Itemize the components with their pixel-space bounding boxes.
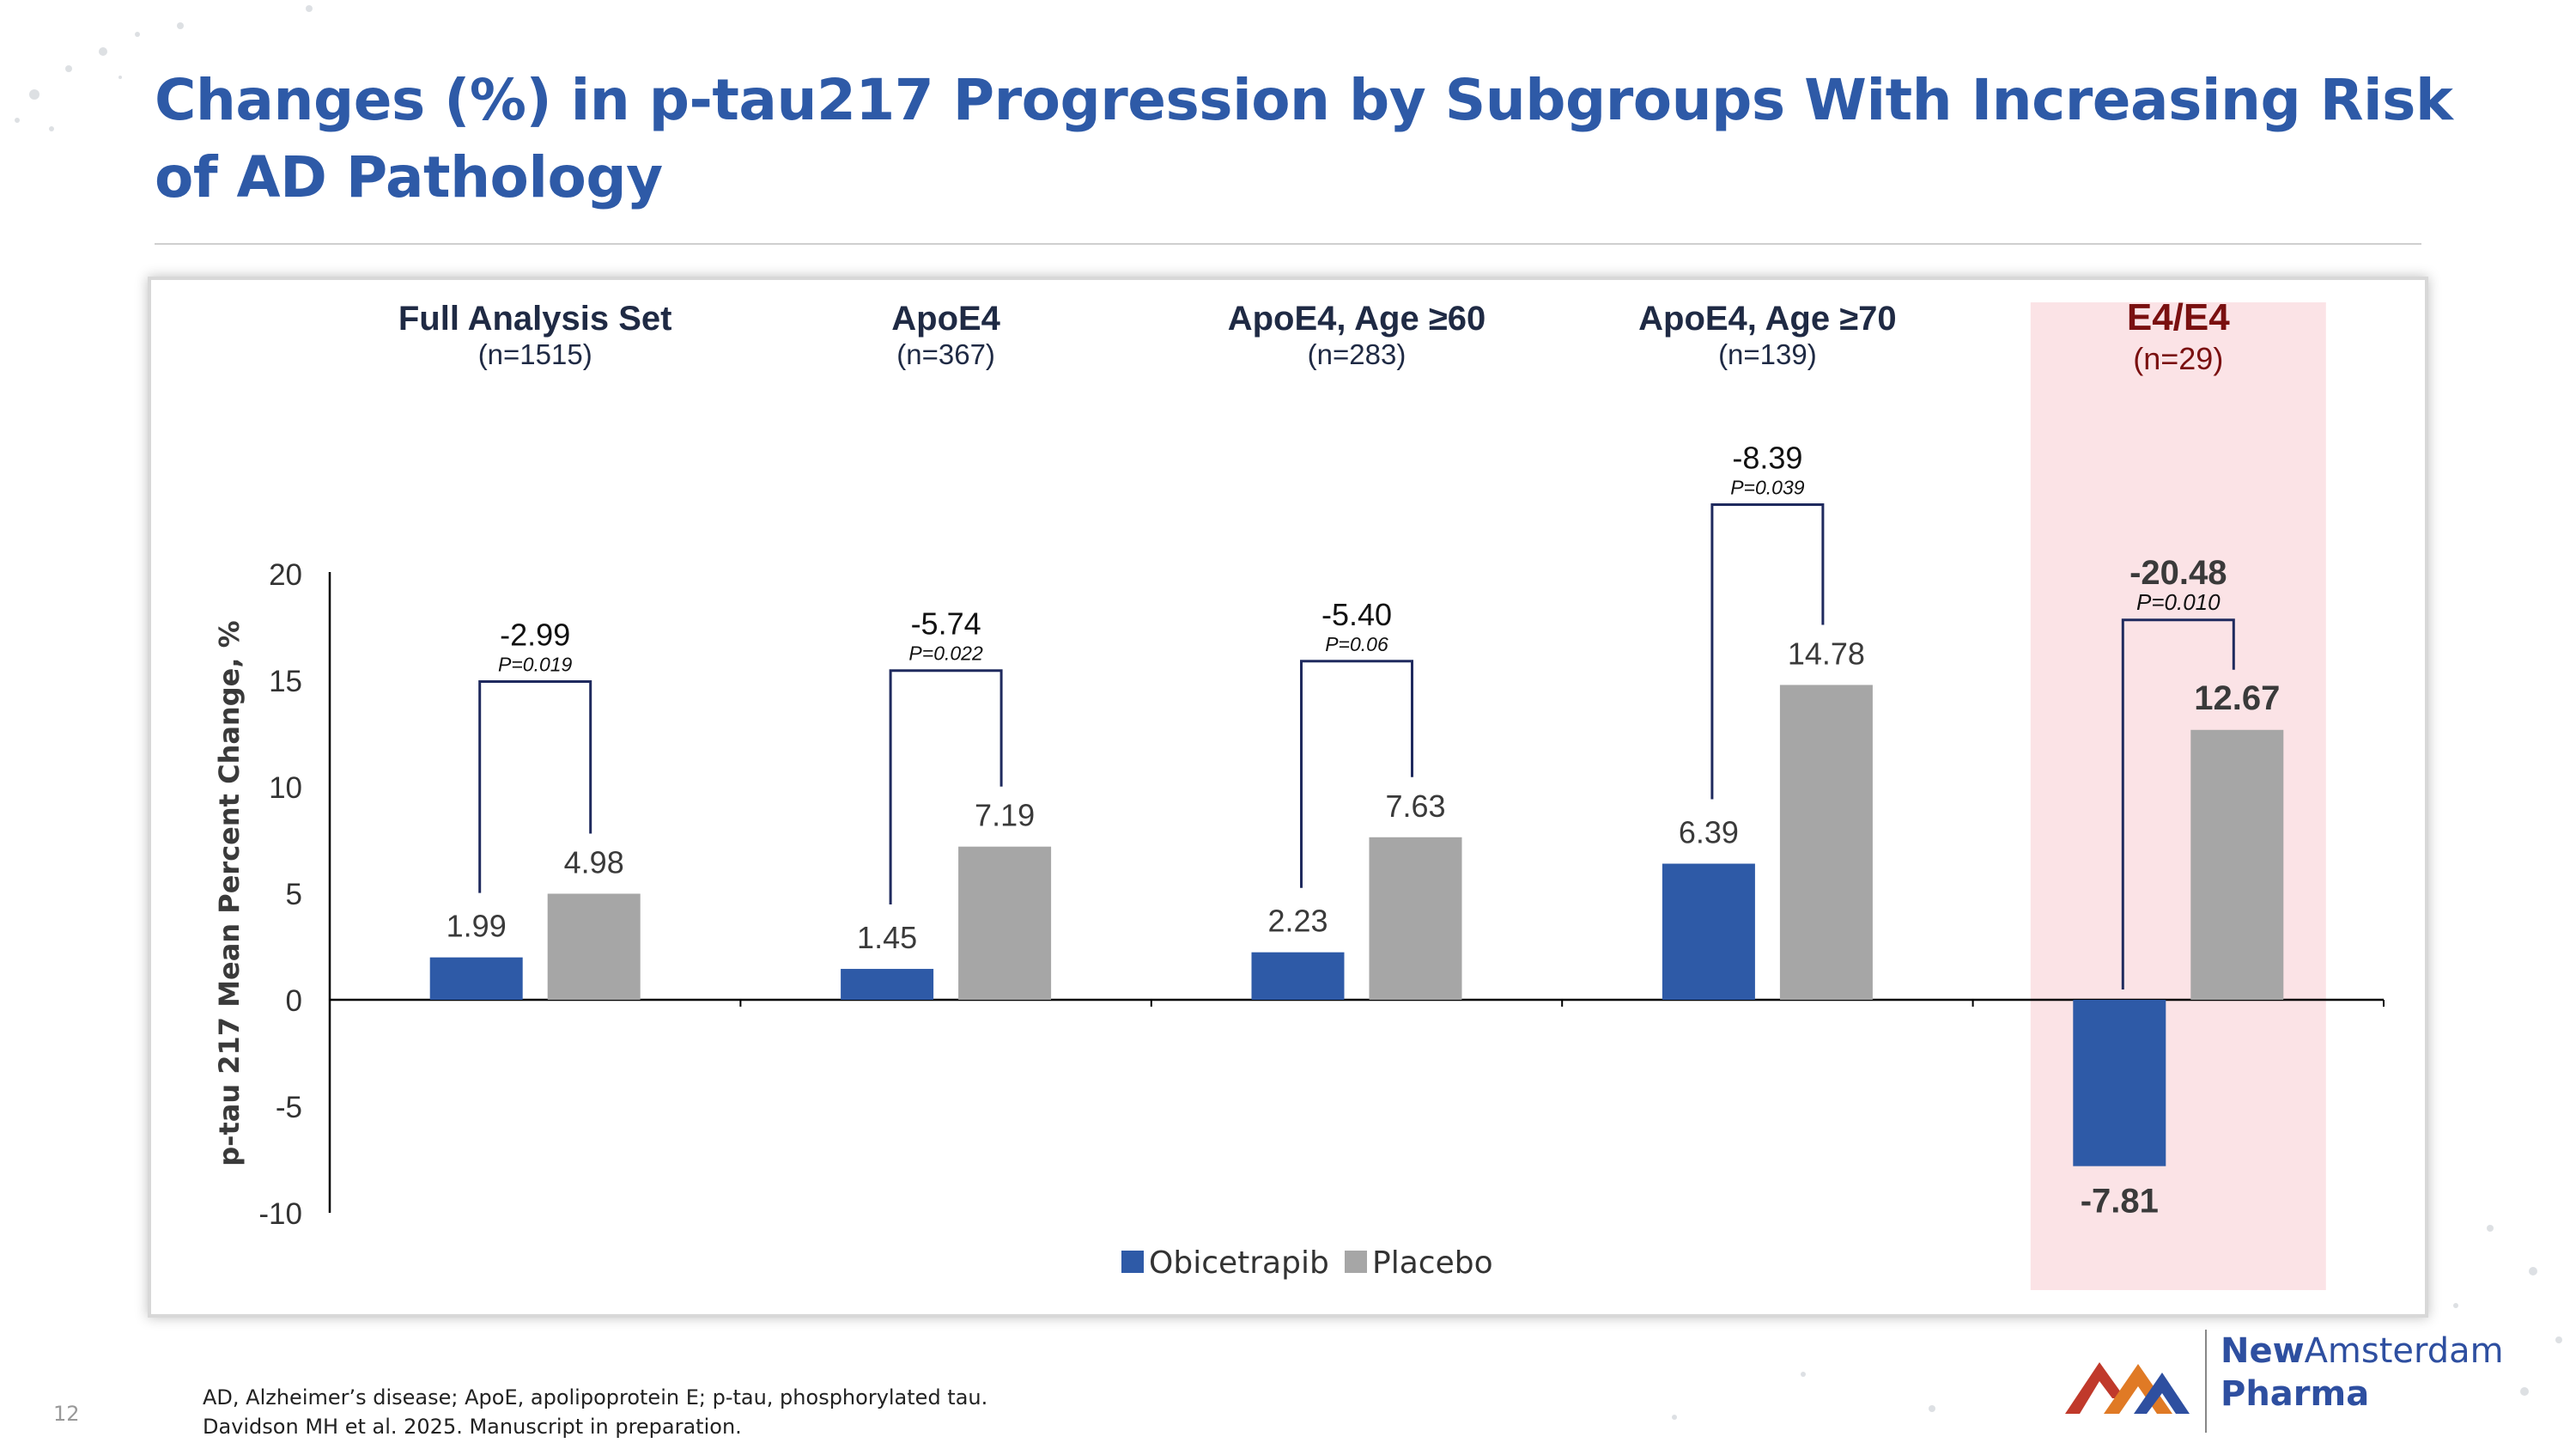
difference-value: -5.74 [911,606,981,642]
y-tick-label: -10 [258,1197,302,1231]
p-value: P=0.06 [1325,633,1388,655]
bar-placebo [958,846,1052,1000]
bar-value-label: 4.98 [564,844,624,880]
legend-swatch [1345,1251,1367,1273]
bar-obicetrapib [429,957,523,1000]
category-n: (n=367) [896,338,995,370]
bar-placebo [2190,729,2284,1000]
bar-value-label: -7.81 [2081,1183,2159,1221]
y-tick-label: 0 [286,984,302,1018]
bar-value-label: 12.67 [2194,679,2280,717]
difference-value: -20.48 [2129,554,2227,592]
p-value: P=0.019 [498,653,573,675]
bar-value-label: 1.99 [447,909,507,944]
bar-value-label: 1.45 [857,920,917,955]
category-n: (n=1515) [478,338,592,370]
logo-mark-icon [2065,1362,2190,1414]
logo-word-new: New [2221,1331,2305,1371]
p-value: P=0.039 [1730,476,1805,498]
difference-value: -2.99 [500,617,570,652]
category-title: ApoE4, Age ≥70 [1638,300,1897,338]
logo-divider [2205,1330,2207,1433]
difference-value: -8.39 [1732,440,1802,475]
y-axis-label: p-tau 217 Mean Percent Change, % [213,620,246,1166]
difference-value: -5.40 [1321,597,1392,632]
slide-title: Changes (%) in p-tau217 Progression by S… [155,67,2453,210]
company-logo: NewAmsterdam Pharma [2061,1321,2524,1433]
p-value: P=0.010 [2136,589,2221,615]
bar-placebo [1369,837,1462,1000]
difference-bracket [1710,502,1825,800]
footnote-reference: Davidson MH et al. 2025. Manuscript in p… [203,1415,742,1439]
category-n: (n=283) [1308,338,1406,370]
logo-wordmark-line1: NewAmsterdam [2221,1331,2504,1371]
legend-swatch [1121,1251,1144,1273]
title-divider [155,243,2421,245]
y-tick-label: 5 [286,878,302,911]
bar-value-label: 14.78 [1788,636,1865,671]
logo-word-amsterdam: Amsterdam [2304,1331,2504,1371]
legend-label: Placebo [1372,1245,1493,1281]
category-title: E4/E4 [2127,296,2230,338]
bar-value-label: 7.19 [975,798,1035,833]
category-title: ApoE4 [891,300,1000,338]
footnote: AD, Alzheimer’s disease; ApoE, apolipopr… [203,1383,987,1441]
legend-label: Obicetrapib [1149,1245,1329,1281]
bar-obicetrapib [2073,1000,2166,1166]
difference-bracket [2121,618,2235,989]
bar-obicetrapib [1251,952,1345,1000]
category-title: ApoE4, Age ≥60 [1228,300,1486,338]
logo-wordmark-line2: Pharma [2221,1374,2370,1414]
difference-bracket [889,669,1003,905]
difference-bracket [1300,660,1413,888]
footnote-abbreviations: AD, Alzheimer’s disease; ApoE, apolipopr… [203,1385,988,1409]
bar-obicetrapib [1662,863,1755,1000]
page-number: 12 [53,1402,80,1426]
bar-value-label: 2.23 [1267,904,1327,939]
bar-placebo [1779,685,1873,1000]
bar-placebo [547,893,641,1000]
bar-value-label: 6.39 [1679,815,1739,850]
y-tick-label: 20 [269,558,302,592]
chart-svg: 20 15 10 5 0 -5 -10 p-tau 217 Mean Percent Chan… [213,296,2385,1290]
p-value: P=0.022 [908,642,983,665]
bar-obicetrapib [841,969,934,1000]
y-tick-label: 15 [269,665,302,698]
category-title: Full Analysis Set [398,300,672,338]
difference-bracket [478,679,592,893]
category-n: (n=29) [2133,341,2223,376]
y-tick-label: -5 [276,1091,302,1124]
category-n: (n=139) [1718,338,1817,370]
y-tick-label: 10 [269,771,302,805]
chart-panel: 20 15 10 5 0 -5 -10 p-tau 217 Mean Percent Chan… [148,277,2428,1318]
bar-value-label: 7.63 [1385,788,1445,824]
